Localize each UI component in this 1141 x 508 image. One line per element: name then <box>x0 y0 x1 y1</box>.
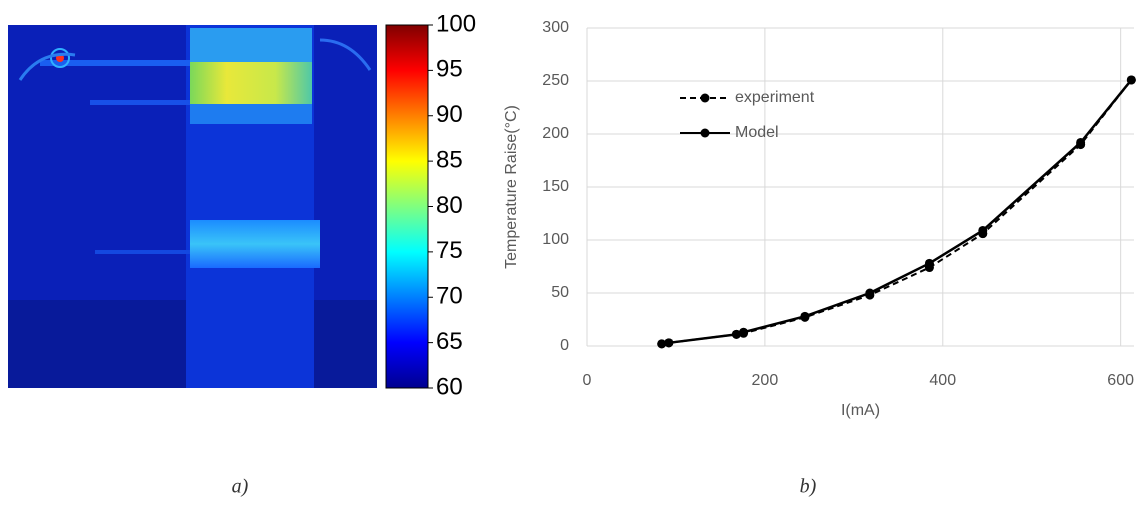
y-tick-label: 0 <box>560 337 569 354</box>
y-tick-label: 100 <box>542 231 569 248</box>
data-point <box>924 258 934 268</box>
data-point <box>978 225 988 235</box>
legend-label: Model <box>735 124 779 141</box>
y-tick-label: 250 <box>542 72 569 89</box>
data-point <box>731 329 741 339</box>
x-axis-label: I(mA) <box>841 402 880 419</box>
colorbar <box>385 24 429 389</box>
data-point <box>1076 137 1086 147</box>
data-point <box>657 339 667 349</box>
data-point <box>1126 75 1136 85</box>
colorbar-tick-label: 95 <box>436 56 463 83</box>
y-tick-label: 50 <box>551 284 569 301</box>
legend-marker <box>700 93 710 103</box>
y-tick-label: 300 <box>542 19 569 36</box>
colorbar-tick-label: 85 <box>436 146 463 173</box>
series-line <box>661 79 1133 346</box>
panel-label: a) <box>232 476 249 498</box>
colorbar-tick-label: 65 <box>436 328 463 355</box>
x-tick-label: 200 <box>752 372 779 389</box>
colorbar-tick-label: 80 <box>436 192 463 219</box>
legend-marker <box>700 128 710 138</box>
y-axis-label: Temperature Raise(°C) <box>503 105 520 269</box>
x-tick-label: 400 <box>929 372 956 389</box>
x-tick-label: 600 <box>1107 372 1134 389</box>
x-tick-label: 0 <box>583 372 592 389</box>
colorbar-tick-label: 75 <box>436 237 463 264</box>
thermal-image <box>8 25 377 388</box>
colorbar-tick-label: 90 <box>436 101 463 128</box>
data-point <box>865 288 875 298</box>
colorbar-tick-label: 60 <box>436 373 463 400</box>
colorbar-tick-label: 70 <box>436 283 463 310</box>
y-tick-label: 150 <box>542 178 569 195</box>
panel-label: b) <box>800 476 817 498</box>
data-point <box>739 327 749 337</box>
legend-label: experiment <box>735 89 815 106</box>
y-tick-label: 200 <box>542 125 569 142</box>
data-point <box>800 311 810 321</box>
series-line <box>661 79 1133 345</box>
colorbar-tick-label: 100 <box>436 10 476 37</box>
data-point <box>664 338 674 348</box>
